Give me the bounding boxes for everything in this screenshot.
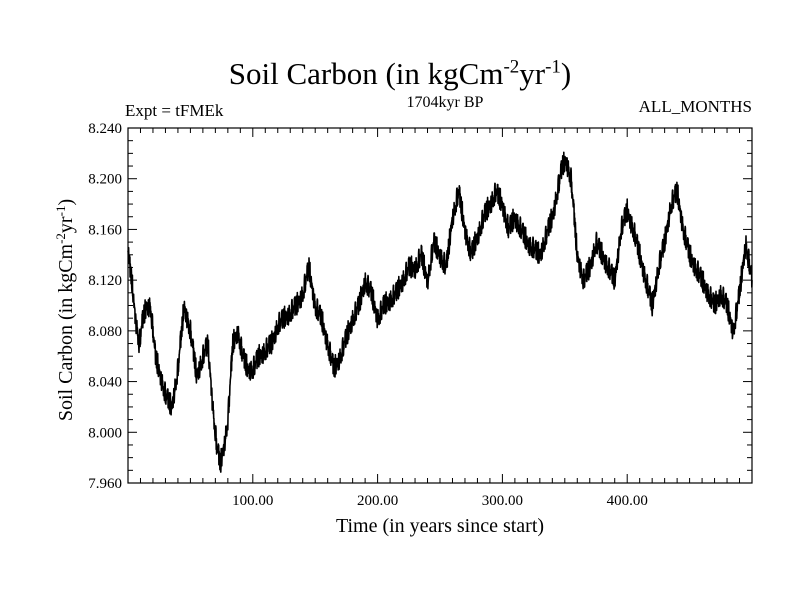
- y-axis-label-mid: yr: [55, 216, 77, 233]
- y-tick-label: 8.080: [88, 324, 122, 340]
- series-line-soil-carbon: [128, 152, 752, 472]
- y-axis-label-exponent-2: -1: [53, 206, 68, 217]
- y-tick-label: 8.040: [88, 375, 122, 391]
- y-tick-label: 7.960: [88, 476, 122, 492]
- y-axis-label-exponent-1: -2: [53, 233, 68, 244]
- y-axis-label-main: Soil Carbon (in kgCm: [55, 243, 77, 421]
- y-tick-label: 8.160: [88, 222, 122, 238]
- plot-frame: [128, 128, 752, 483]
- y-axis-label-end: ): [55, 199, 77, 206]
- y-tick-label: 8.000: [88, 425, 122, 441]
- tick-marks: [128, 128, 752, 483]
- x-tick-label: 200.00: [357, 493, 398, 509]
- x-tick-label: 300.00: [482, 493, 523, 509]
- line-chart: 7.960 8.000 8.040 8.080 8.120 8.160 8.200 8.240…: [0, 0, 800, 600]
- y-tick-label: 8.120: [88, 273, 122, 289]
- y-axis-label: Soil Carbon (in kgCm-2yr-1): [53, 199, 77, 421]
- x-axis-label: Time (in years since start): [336, 515, 544, 537]
- y-tick-label: 8.240: [88, 121, 122, 137]
- y-tick-labels: 7.960 8.000 8.040 8.080 8.120 8.160 8.200 8.240: [88, 121, 122, 492]
- x-tick-labels: 100.00 200.00 300.00 400.00: [232, 493, 648, 509]
- x-tick-label: 400.00: [607, 493, 648, 509]
- x-tick-label: 100.00: [232, 493, 273, 509]
- y-tick-label: 8.200: [88, 172, 122, 188]
